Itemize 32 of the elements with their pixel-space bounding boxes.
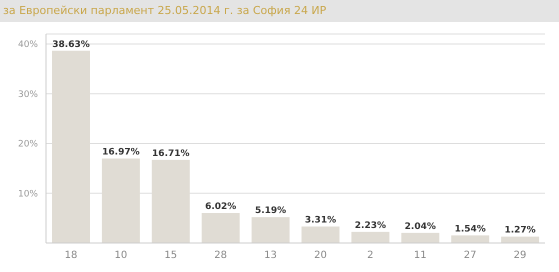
bar [501, 236, 540, 243]
data-label: 16.71% [152, 148, 190, 159]
data-label: 3.31% [304, 216, 336, 226]
bar [302, 226, 340, 243]
bar [451, 235, 490, 243]
chart-title: за Европейски парламент 25.05.2014 г. за София 24 ИР [0, 0, 559, 22]
bar [202, 213, 240, 243]
data-label: 1.27% [504, 226, 536, 236]
x-tick-label: 13 [264, 250, 277, 262]
x-tick-label: 15 [164, 250, 178, 262]
x-tick-label: 28 [214, 250, 228, 262]
data-label: 2.23% [354, 220, 386, 231]
x-tick-label: 10 [114, 250, 128, 262]
x-tick-label: 2 [367, 250, 374, 262]
x-tick-label: 20 [314, 250, 327, 262]
x-tick-label: 18 [64, 250, 78, 262]
y-tick-label: 30% [18, 90, 38, 100]
data-label: 5.19% [254, 206, 286, 216]
x-tick-label: 11 [414, 250, 427, 262]
bar [401, 232, 440, 243]
data-label: 1.54% [454, 224, 486, 234]
data-label: 16.97% [102, 148, 140, 158]
bar [252, 217, 290, 243]
bar [351, 232, 390, 243]
x-tick-label: 27 [464, 250, 477, 262]
x-tick-label: 29 [514, 250, 526, 262]
y-tick-label: 10% [18, 189, 38, 200]
data-label: 2.04% [404, 222, 436, 232]
y-tick-label: 20% [18, 140, 38, 150]
data-label: 38.63% [52, 40, 90, 50]
data-label: 6.02% [205, 202, 236, 212]
y-tick-label: 40% [18, 40, 38, 50]
